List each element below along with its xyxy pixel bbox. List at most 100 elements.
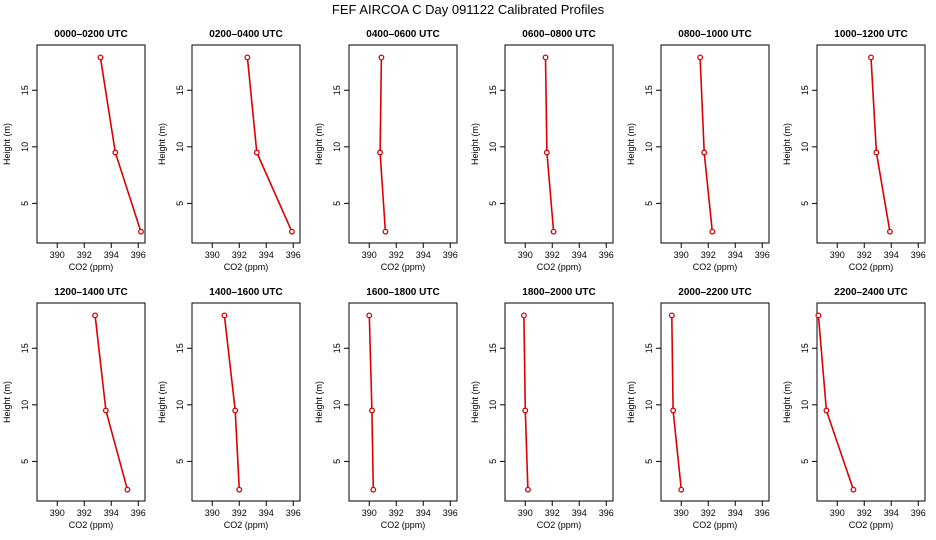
y-tick-label: 15 xyxy=(332,343,342,353)
x-tick-label: 392 xyxy=(389,508,404,518)
x-tick-label: 396 xyxy=(911,250,926,260)
panel-title: 1600–1800 UTC xyxy=(366,287,439,298)
x-tick-label: 396 xyxy=(286,250,301,260)
panel-title: 1400–1600 UTC xyxy=(209,287,282,298)
x-tick-label: 392 xyxy=(701,508,716,518)
profile-point xyxy=(850,486,857,493)
y-tick-label: 5 xyxy=(644,201,654,206)
profile-point xyxy=(253,149,260,156)
chart-panel-6: 1000–1200 UTC 390 392 394 396 5 10 15 CO2 (ppm) H… xyxy=(782,29,926,272)
y-tick-label: 15 xyxy=(332,85,342,95)
x-tick-label: 392 xyxy=(77,508,92,518)
x-tick-label: 392 xyxy=(389,250,404,260)
y-axis-label: Height (m) xyxy=(157,123,167,165)
profile-line xyxy=(223,315,241,490)
profile-point xyxy=(520,312,527,319)
profile-point xyxy=(709,228,716,235)
profile-line xyxy=(99,57,142,232)
x-tick-label: 396 xyxy=(911,508,926,518)
profile-point xyxy=(112,149,119,156)
y-tick-label: 5 xyxy=(332,459,342,464)
y-tick-label: 5 xyxy=(488,459,498,464)
x-tick-label: 390 xyxy=(205,508,220,518)
y-tick-label: 10 xyxy=(20,400,30,410)
x-tick-label: 392 xyxy=(232,250,247,260)
x-axis-label: CO2 (ppm) xyxy=(849,262,894,272)
plot-frame xyxy=(660,302,770,502)
plot-frame xyxy=(816,44,926,244)
profile-point xyxy=(868,54,874,61)
y-axis-label: Height (m) xyxy=(626,381,636,423)
panel-title: 0200–0400 UTC xyxy=(209,29,282,40)
panel-title: 0800–1000 UTC xyxy=(678,29,751,40)
y-axis-label: Height (m) xyxy=(314,123,324,165)
profile-point xyxy=(221,312,228,319)
y-axis-label: Height (m) xyxy=(2,381,12,423)
x-axis-label: CO2 (ppm) xyxy=(693,262,738,272)
y-axis-label: Height (m) xyxy=(2,123,12,165)
x-tick-label: 396 xyxy=(443,250,458,260)
x-tick-label: 390 xyxy=(674,508,689,518)
x-tick-label: 390 xyxy=(362,508,377,518)
plot-frame xyxy=(660,44,770,244)
profile-point xyxy=(873,149,880,156)
profile-line xyxy=(523,315,529,490)
figure-title: FEF AIRCOA C Day 091122 Calibrated Profi… xyxy=(332,2,605,17)
profile-point xyxy=(678,486,685,493)
panel-title: 1200–1400 UTC xyxy=(54,287,127,298)
profile-point xyxy=(668,312,675,319)
profile-line xyxy=(94,315,129,490)
y-tick-label: 15 xyxy=(175,343,185,353)
x-axis-label: CO2 (ppm) xyxy=(537,520,582,530)
x-tick-label: 390 xyxy=(674,250,689,260)
chart-panel-9: 1600–1800 UTC 390 392 394 396 5 10 15 CO2 (ppm) H… xyxy=(314,287,458,530)
y-tick-label: 10 xyxy=(175,400,185,410)
y-tick-label: 10 xyxy=(800,400,810,410)
x-tick-label: 392 xyxy=(857,508,872,518)
x-axis-label: CO2 (ppm) xyxy=(69,262,114,272)
panel-title: 2000–2200 UTC xyxy=(678,287,751,298)
x-axis-label: CO2 (ppm) xyxy=(381,262,426,272)
y-axis-label: Height (m) xyxy=(470,381,480,423)
y-tick-label: 5 xyxy=(175,201,185,206)
x-tick-label: 396 xyxy=(443,508,458,518)
x-tick-label: 394 xyxy=(259,508,274,518)
profile-point xyxy=(288,228,295,235)
plot-frame xyxy=(348,302,458,502)
panel-title: 0400–0600 UTC xyxy=(366,29,439,40)
y-axis-label: Height (m) xyxy=(314,381,324,423)
y-tick-label: 5 xyxy=(488,201,498,206)
plot-frame xyxy=(504,302,614,502)
x-tick-label: 396 xyxy=(286,508,301,518)
y-axis-label: Height (m) xyxy=(626,123,636,165)
profile-point xyxy=(543,149,550,156)
x-axis-label: CO2 (ppm) xyxy=(224,262,269,272)
panel-title: 1800–2000 UTC xyxy=(522,287,595,298)
plot-frame xyxy=(348,44,458,244)
y-tick-label: 15 xyxy=(20,85,30,95)
y-tick-label: 10 xyxy=(800,142,810,152)
profile-point xyxy=(124,486,131,493)
profile-point xyxy=(236,486,243,493)
profile-point xyxy=(886,228,893,235)
profile-point xyxy=(102,407,109,414)
y-tick-label: 5 xyxy=(800,201,810,206)
y-tick-label: 15 xyxy=(800,343,810,353)
profile-point xyxy=(232,407,239,414)
x-tick-label: 396 xyxy=(131,250,146,260)
y-tick-label: 10 xyxy=(644,400,654,410)
x-tick-label: 394 xyxy=(104,508,119,518)
profile-point xyxy=(97,54,104,61)
x-tick-label: 394 xyxy=(104,250,119,260)
profile-line xyxy=(817,315,855,490)
x-tick-label: 392 xyxy=(232,508,247,518)
y-tick-label: 5 xyxy=(175,459,185,464)
y-tick-label: 15 xyxy=(488,85,498,95)
profile-point xyxy=(815,312,822,319)
y-tick-label: 15 xyxy=(800,85,810,95)
x-tick-label: 392 xyxy=(701,250,716,260)
panel-title: 1000–1200 UTC xyxy=(834,29,907,40)
y-tick-label: 5 xyxy=(332,201,342,206)
x-tick-label: 392 xyxy=(857,250,872,260)
y-axis-label: Height (m) xyxy=(157,381,167,423)
